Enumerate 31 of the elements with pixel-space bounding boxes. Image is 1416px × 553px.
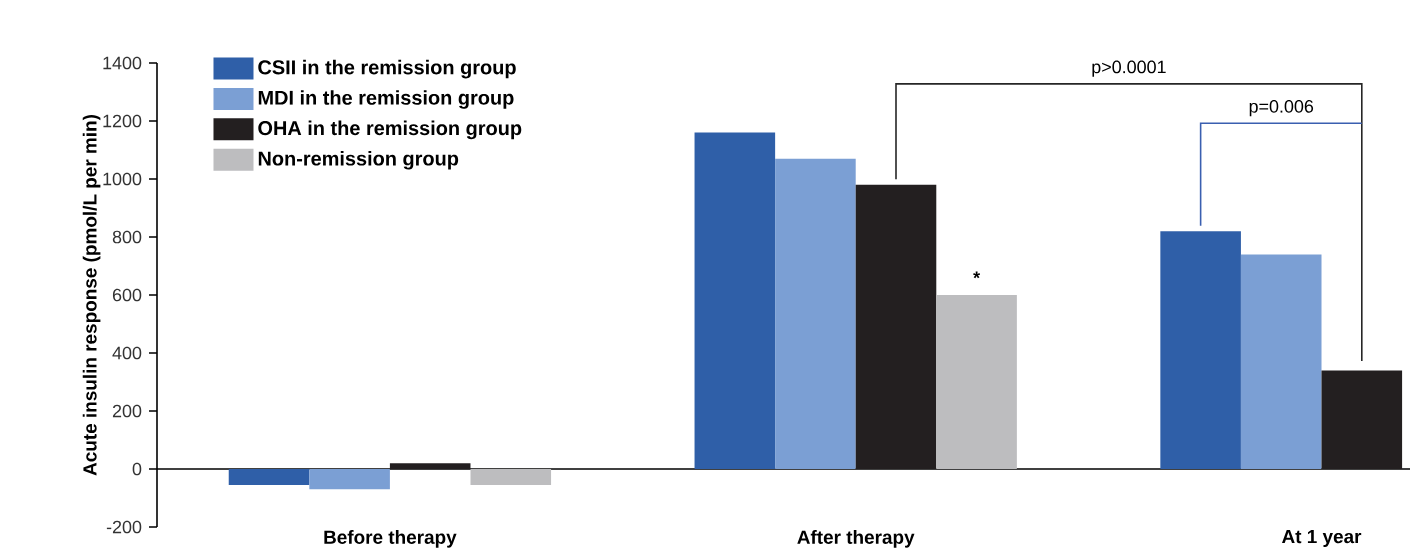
annotation: p>0.0001 xyxy=(1092,60,1166,77)
legend-label: MDI in the remission group xyxy=(258,90,514,109)
y-axis-title: Acute insulin response (pmol/L per min) xyxy=(82,115,101,476)
bar xyxy=(855,184,937,469)
y-tick-label: 600 xyxy=(112,288,142,302)
y-tick-label: 400 xyxy=(112,346,142,360)
y-tick-label: 200 xyxy=(112,404,142,418)
bar xyxy=(775,158,856,469)
bar xyxy=(1321,370,1403,469)
x-tick-label: Before therapy xyxy=(324,530,457,548)
bar xyxy=(936,295,1017,469)
bar xyxy=(1160,231,1241,469)
annotation: * xyxy=(973,271,981,279)
y-tick-label: 1400 xyxy=(103,56,142,70)
legend-label: CSII in the remission group xyxy=(258,59,516,79)
bar xyxy=(309,469,390,490)
bar xyxy=(1240,254,1322,469)
legend-label: Non-remission group xyxy=(258,150,459,170)
y-tick-label: 800 xyxy=(112,230,142,244)
y-tick-label: 1200 xyxy=(103,114,142,128)
annotation: p=0.006 xyxy=(1249,100,1314,117)
x-tick-label: After therapy xyxy=(797,530,915,548)
bar xyxy=(470,469,552,485)
y-tick-label: -200 xyxy=(106,520,142,534)
y-tick-label: 0 xyxy=(132,462,142,476)
x-tick-label: At 1 year xyxy=(1281,530,1362,547)
bar xyxy=(389,463,471,469)
bar xyxy=(228,469,310,485)
y-tick-label: 1000 xyxy=(103,172,142,186)
bar xyxy=(694,132,776,469)
legend-label: OHA in the remission group xyxy=(258,120,522,140)
